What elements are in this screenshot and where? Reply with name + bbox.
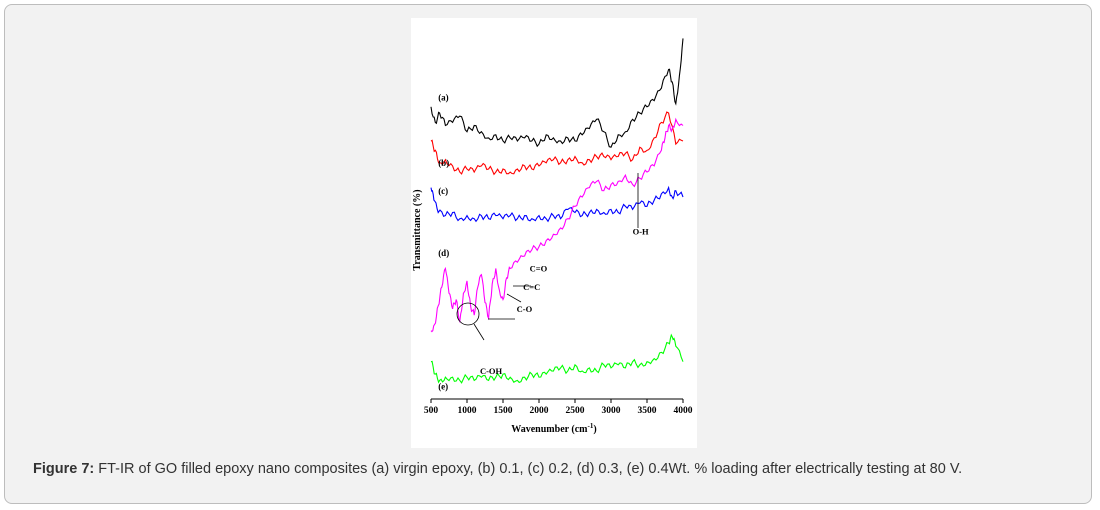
ftir-chart: 500 1000 1500 2000 2500 3000 3500 4000 (a) (b) (c… [411,18,697,448]
annotation-cc: C=C [523,282,540,292]
c-eq-c-leader [506,293,522,303]
x-axis-title: Wavenumber (cm-1) [511,422,596,435]
annotation-co: C=O [530,264,548,274]
caption-lead: Figure 7: [33,461,95,477]
x-tick-label-2500: 2500 [566,406,585,416]
x-tick-label-2000: 2000 [530,406,549,416]
ftir-chart-svg: 500 1000 1500 2000 2500 3000 3500 4000 (a) (b) (c… [412,38,693,435]
caption-text: FT-IR of GO filled epoxy nano composites… [94,461,963,477]
figure-caption: Figure 7: FT-IR of GO filled epoxy nano … [33,460,1078,479]
series-label-e: (e) [438,382,448,392]
series-label-b: (b) [438,158,449,168]
series-line-a [430,38,684,148]
series-label-d: (d) [438,248,449,258]
annotation-coh: C-OH [480,366,503,376]
y-axis-title: Transmittance (%) [412,189,423,270]
x-tick-label-3500: 3500 [638,406,657,416]
c-oh-leader [473,323,485,341]
c-oh-circle [456,302,480,326]
x-tick-label-3000: 3000 [602,406,621,416]
x-tick-label-1000: 1000 [458,406,477,416]
series-line-c [430,185,684,223]
series-line-b [430,111,684,176]
series-line-e [430,333,684,384]
x-tick-label-4000: 4000 [674,406,693,416]
series-labels: (a) (b) (c) (d) (e) [438,93,449,392]
annotation-co: C-O [517,304,533,314]
x-tick-label-1500: 1500 [494,406,513,416]
x-tick-label-500: 500 [424,406,439,416]
figure-container: 500 1000 1500 2000 2500 3000 3500 4000 (a) (b) (c… [4,4,1092,504]
series-label-c: (c) [438,186,448,196]
series-label-a: (a) [438,93,449,103]
annotation-oh: O-H [633,226,649,236]
x-axis: 500 1000 1500 2000 2500 3000 3500 4000 [424,398,693,416]
series-group [430,38,684,384]
peak-annotations: C=O C=C C-O C-OH O-H [456,173,649,376]
